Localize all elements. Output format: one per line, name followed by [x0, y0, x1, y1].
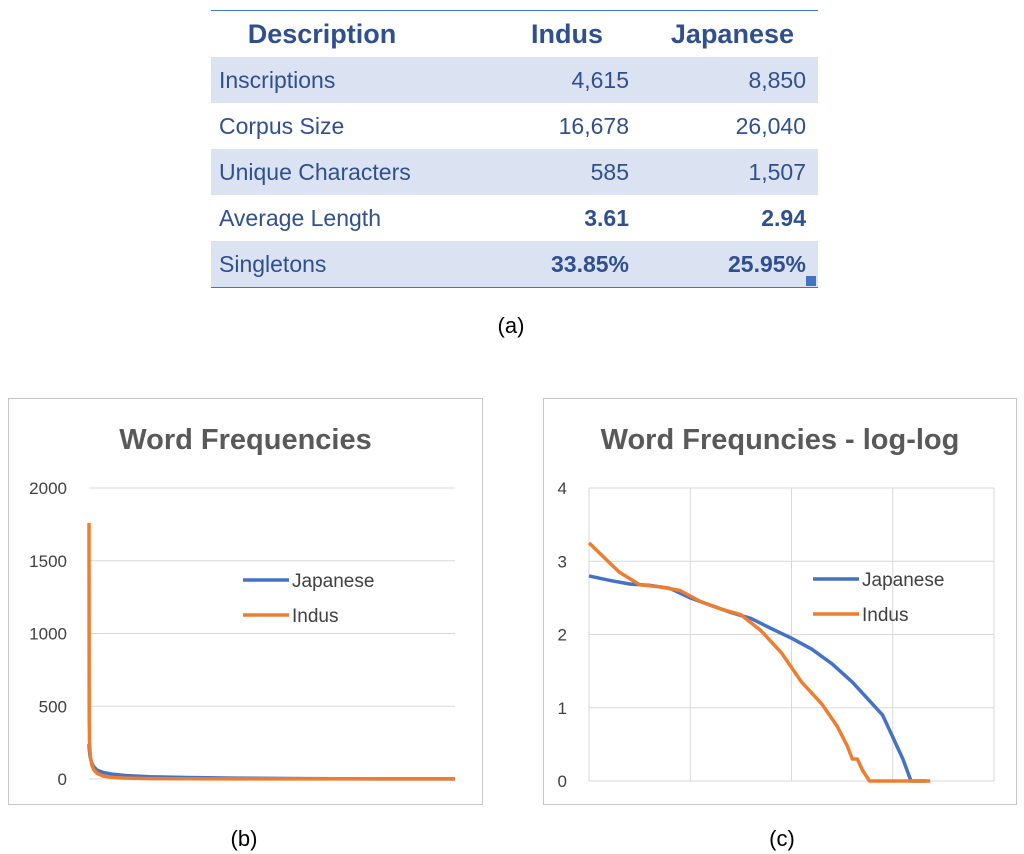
japanese-value: 1,507 [641, 149, 818, 195]
table-row: Corpus Size 16,678 26,040 [211, 103, 818, 149]
row-label: Inscriptions [211, 57, 433, 103]
table-resize-handle [806, 276, 816, 286]
header-indus: Indus [531, 18, 603, 49]
series-line-indus [587, 541, 931, 783]
japanese-value: 26,040 [735, 112, 806, 139]
legend-label-indus: Indus [292, 606, 338, 627]
y-tick-label: 2000 [29, 479, 67, 498]
row-label: Unique Characters [211, 149, 433, 195]
legend-label-japanese: Japanese [862, 570, 944, 591]
indus-value: 16,678 [558, 112, 629, 139]
table-row: Average Length 3.61 2.94 [211, 195, 818, 241]
chart-title: Word Frequencies [119, 424, 371, 456]
caption-c: (c) [769, 826, 795, 851]
row-label: Corpus Size [219, 112, 345, 139]
legend-label-japanese: Japanese [292, 571, 374, 592]
table-header-row: Description Indus Japanese [211, 11, 818, 58]
chart-c-svg: Word Frequncies - log-log 0 1 2 3 4 Japanese In… [558, 424, 995, 791]
row-label: Singletons [211, 241, 433, 288]
indus-value: 585 [433, 149, 641, 195]
table-row: Inscriptions 4,615 8,850 [211, 57, 818, 103]
japanese-value: 8,850 [641, 57, 818, 103]
indus-value: 4,615 [433, 57, 641, 103]
japanese-value: 25.95% [641, 241, 818, 288]
y-tick-label: 1500 [29, 552, 67, 571]
chart-title: Word Frequncies - log-log [601, 424, 960, 456]
series-line-japanese [87, 744, 455, 781]
chart-word-frequencies-loglog: Word Frequncies - log-log 0 1 2 3 4 Japanese In… [543, 398, 1017, 805]
japanese-value: 2.94 [761, 204, 806, 231]
chart-b-svg: Word Frequencies 0 500 1000 1500 2000 Japanese… [29, 424, 455, 789]
header-japanese: Japanese [670, 18, 794, 49]
caption-a: (a) [497, 313, 525, 338]
y-tick-label: 1000 [29, 625, 67, 644]
stats-table: Description Indus Japanese Inscriptions … [211, 10, 818, 288]
y-tick-label: 0 [558, 772, 567, 791]
caption-b: (b) [230, 826, 258, 851]
table-row: Unique Characters 585 1,507 [211, 149, 818, 195]
y-tick-label: 3 [558, 552, 567, 571]
indus-value: 33.85% [433, 241, 641, 288]
indus-value: 3.61 [584, 204, 629, 231]
header-description: Description [247, 18, 397, 49]
table-row: Singletons 33.85% 25.95% [211, 241, 818, 288]
chart-word-frequencies: Word Frequencies 0 500 1000 1500 2000 Japanese… [8, 398, 483, 805]
y-tick-label: 0 [58, 770, 67, 789]
series-line-indus [87, 522, 455, 781]
y-tick-label: 4 [558, 479, 567, 498]
legend-label-indus: Indus [862, 605, 908, 626]
y-tick-label: 1 [558, 699, 567, 718]
row-label: Average Length [219, 204, 381, 231]
y-tick-label: 500 [39, 697, 67, 716]
y-tick-label: 2 [558, 626, 567, 645]
